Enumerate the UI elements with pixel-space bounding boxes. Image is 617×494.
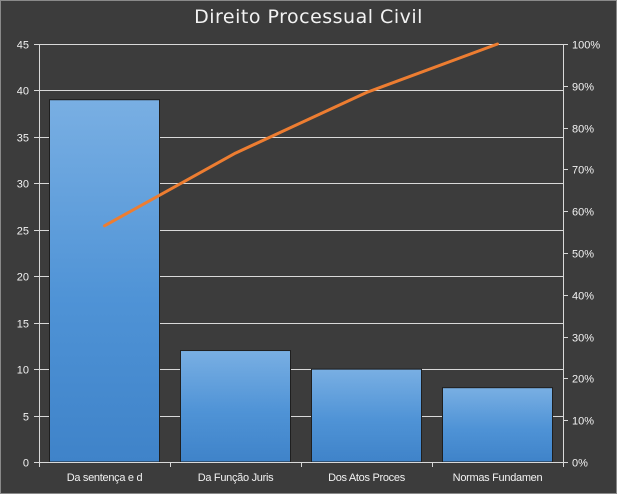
right-tick-label: 10% bbox=[572, 416, 594, 428]
category-label: Da Função Juris bbox=[198, 472, 274, 484]
left-tick-label: 0 bbox=[23, 458, 29, 470]
right-tick-label: 70% bbox=[572, 165, 594, 177]
left-tick-label: 35 bbox=[17, 133, 29, 145]
right-tick-label: 30% bbox=[572, 333, 594, 345]
right-tick-label: 40% bbox=[572, 291, 594, 303]
right-tick-label: 20% bbox=[572, 374, 594, 386]
left-tick-label: 10 bbox=[17, 365, 29, 377]
right-tick-label: 50% bbox=[572, 249, 594, 261]
category-label: Dos Atos Proces bbox=[328, 472, 406, 484]
right-tick-label: 60% bbox=[572, 207, 594, 219]
left-tick-label: 45 bbox=[17, 40, 29, 52]
right-tick-label: 100% bbox=[572, 40, 600, 52]
right-tick-label: 80% bbox=[572, 124, 594, 136]
right-tick-label: 90% bbox=[572, 82, 594, 94]
left-tick-label: 5 bbox=[23, 412, 29, 424]
right-tick-label: 0% bbox=[572, 458, 588, 470]
left-tick-label: 15 bbox=[17, 319, 29, 331]
left-tick-label: 20 bbox=[17, 272, 29, 284]
category-label: Normas Fundamen bbox=[453, 472, 543, 484]
chart-title: Direito Processual Civil bbox=[194, 6, 423, 28]
category-label: Da sentença e d bbox=[67, 472, 143, 484]
bar bbox=[49, 99, 160, 463]
bar bbox=[311, 368, 422, 463]
left-tick-label: 40 bbox=[17, 86, 29, 98]
bar bbox=[180, 350, 291, 463]
left-tick-label: 30 bbox=[17, 179, 29, 191]
left-tick-label: 25 bbox=[17, 226, 29, 238]
bar bbox=[442, 387, 553, 463]
cumulative-percent-line bbox=[103, 42, 499, 228]
